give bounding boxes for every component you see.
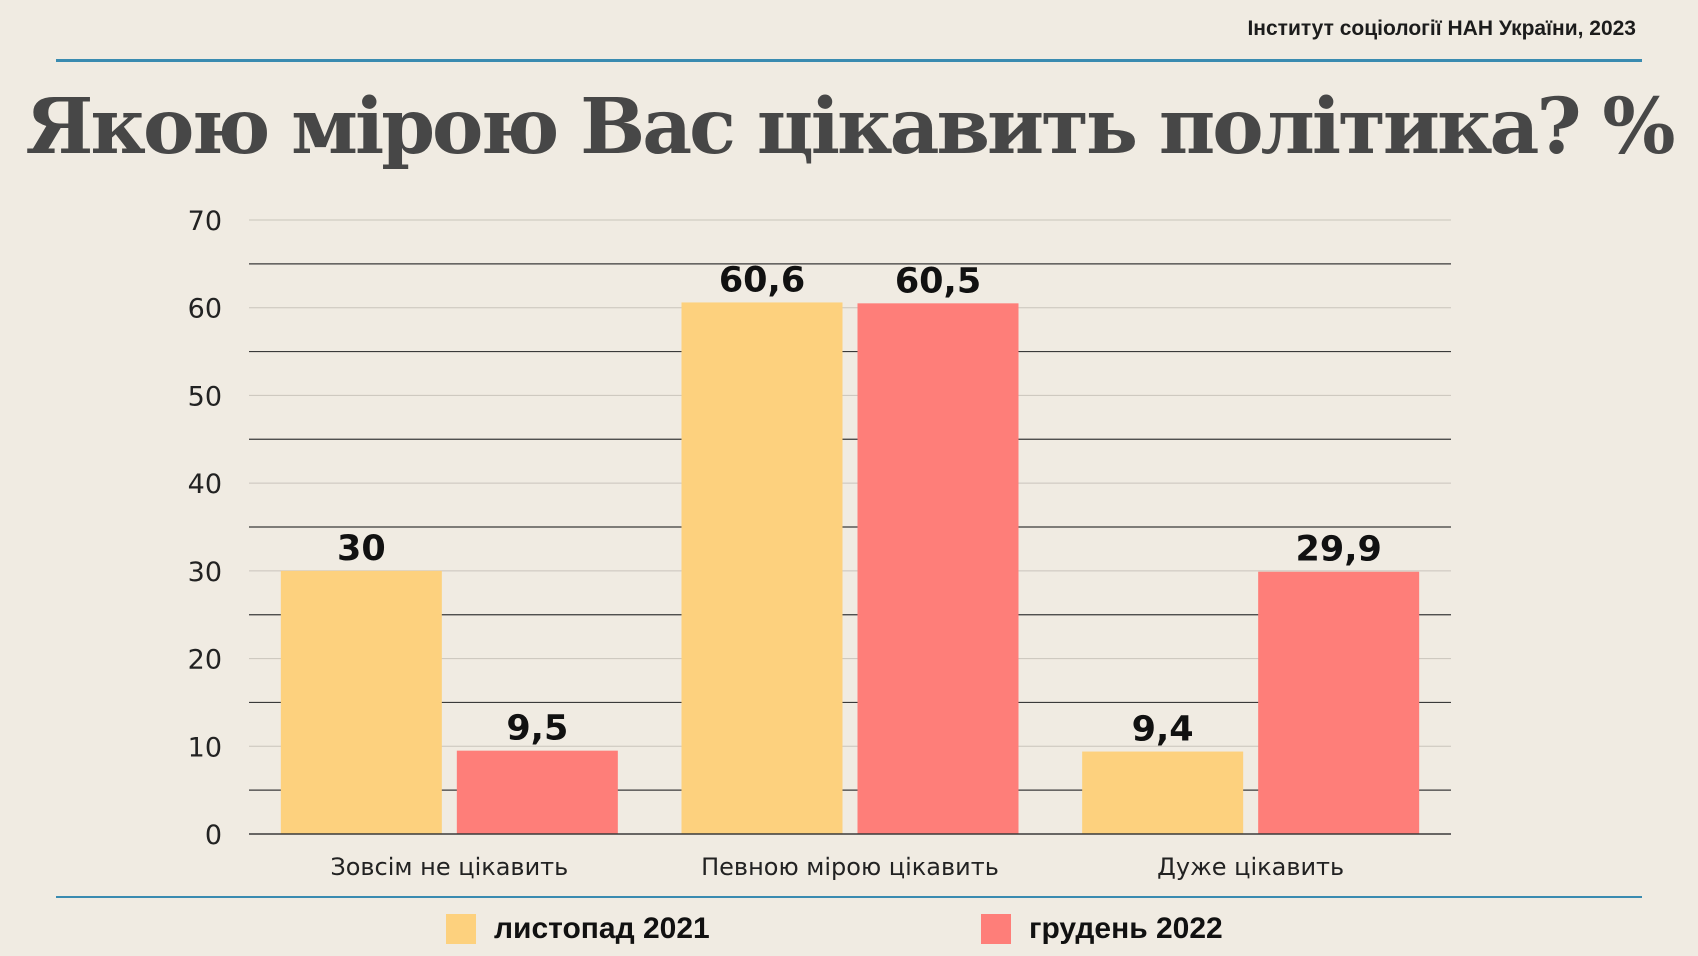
legend-item-series-1: листопад 2021 — [446, 912, 710, 946]
bar-series-2 — [456, 750, 618, 834]
data-label: 29,9 — [1295, 530, 1381, 570]
x-category-label: Певною мірою цікавить — [701, 853, 999, 881]
x-category-label: Дуже цікавить — [1157, 853, 1344, 881]
data-label: 60,6 — [719, 260, 805, 300]
bar-series-2 — [857, 303, 1019, 834]
y-tick-label: 10 — [188, 732, 222, 763]
y-tick-label: 70 — [188, 206, 222, 237]
x-category-label: Зовсім не цікавить — [330, 853, 568, 881]
source-caption: Інститут соціології НАН України, 2023 — [1247, 17, 1636, 40]
legend-swatch-series-2 — [981, 914, 1011, 944]
bar-series-1 — [280, 570, 442, 834]
legend-item-series-2: грудень 2022 — [981, 912, 1223, 946]
legend: листопад 2021 грудень 2022 — [0, 912, 1698, 952]
bar-chart: 0 10 20 30 40 50 60 70 30 9,5 Зовсім не цікавить 60… — [188, 206, 1451, 881]
data-label: 9,4 — [1132, 710, 1194, 750]
y-tick-label: 60 — [188, 294, 222, 325]
bar-series-2 — [1258, 571, 1420, 834]
y-tick-label: 50 — [188, 381, 222, 412]
bar-series-1 — [1082, 751, 1244, 834]
legend-swatch-series-1 — [446, 914, 476, 944]
legend-label-series-2: грудень 2022 — [1029, 912, 1223, 945]
legend-label-series-1: листопад 2021 — [494, 912, 710, 945]
bottom-divider — [56, 896, 1642, 898]
y-tick-label: 40 — [188, 469, 222, 500]
chart-title: Якою мірою Вас цікавить політика? % — [25, 82, 1675, 172]
y-tick-label: 20 — [188, 645, 222, 676]
bar-series-1 — [681, 302, 843, 834]
y-tick-label: 0 — [205, 820, 222, 851]
y-tick-label: 30 — [188, 557, 222, 588]
data-label: 60,5 — [895, 261, 981, 301]
data-label: 9,5 — [506, 709, 568, 749]
data-label: 30 — [337, 529, 386, 569]
top-divider — [56, 59, 1642, 62]
